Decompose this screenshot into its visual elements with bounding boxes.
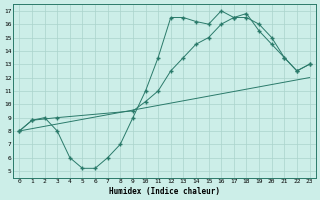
X-axis label: Humidex (Indice chaleur): Humidex (Indice chaleur) bbox=[109, 187, 220, 196]
